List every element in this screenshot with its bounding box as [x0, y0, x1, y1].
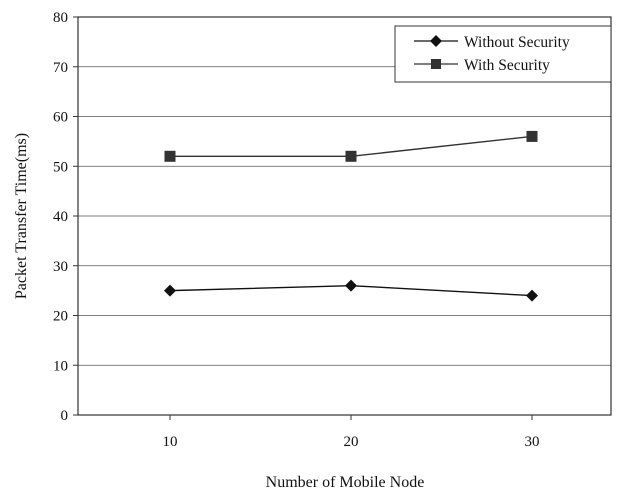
legend: Without Security With Security [394, 25, 612, 83]
x-tick-label: 10 [163, 434, 178, 450]
data-point-with-security [345, 150, 357, 162]
data-point-without-security [345, 279, 357, 292]
y-tick-label: 60 [53, 110, 68, 126]
data-point-with-security [164, 150, 176, 162]
legend-label-with-security: With Security [464, 57, 550, 74]
y-tick-label: 40 [53, 209, 68, 225]
series-group [164, 130, 538, 302]
legend-square-marker [431, 59, 441, 69]
data-point-with-security [526, 130, 538, 142]
x-tick-label: 20 [344, 434, 359, 450]
y-tick-label: 10 [53, 358, 68, 374]
y-axis-title: Packet Transfer Time(ms) [13, 133, 30, 299]
legend-box [394, 25, 612, 83]
y-tick-label: 0 [61, 408, 69, 424]
y-tick-label: 80 [53, 10, 68, 26]
y-axis-ticks: 0 10 20 30 40 50 60 70 80 [53, 10, 78, 424]
data-point-without-security [526, 289, 538, 302]
legend-diamond-marker [430, 35, 442, 47]
data-point-without-security [164, 284, 176, 297]
y-tick-label: 20 [53, 309, 68, 325]
y-tick-label: 70 [53, 60, 68, 76]
x-axis-title: Number of Mobile Node [266, 474, 425, 491]
x-tick-label: 30 [525, 434, 540, 450]
legend-label-without-security: Without Security [464, 34, 570, 51]
grid-lines [78, 66, 611, 366]
y-tick-label: 50 [53, 159, 68, 175]
y-tick-label: 30 [53, 259, 68, 275]
x-axis-ticks: 10 20 30 [163, 415, 540, 450]
